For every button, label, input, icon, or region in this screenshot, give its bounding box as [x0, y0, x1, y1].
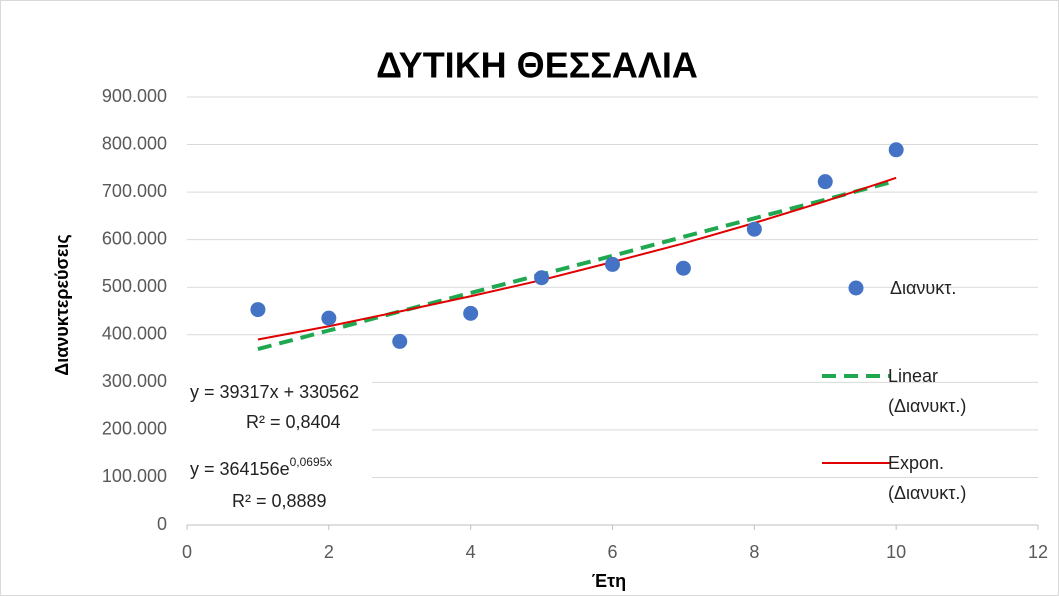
legend-label: Διανυκτ.	[890, 278, 957, 298]
y-tick-label: 800.000	[102, 133, 167, 153]
x-tick-label: 12	[1028, 542, 1048, 562]
point	[675, 260, 691, 276]
point	[250, 302, 266, 318]
y-tick-label: 400.000	[102, 324, 167, 344]
point	[746, 221, 762, 237]
x-tick-label: 8	[749, 542, 759, 562]
x-tick-label: 2	[324, 542, 334, 562]
legend-label: Expon. (Διανυκτ.)	[888, 453, 967, 503]
x-tick-label: 4	[466, 542, 476, 562]
legend	[822, 280, 890, 464]
annotation: y = 39317x + 330562	[190, 382, 359, 402]
y-axis-label: Διανυκτερεύσεις	[52, 234, 72, 375]
y-tick-label: 200.000	[102, 419, 167, 439]
point	[817, 174, 833, 190]
point	[888, 142, 904, 158]
annotations: y = 39317x + 330562 R² = 0,8404 y = 3641…	[186, 378, 372, 516]
y-tick-label: 0	[157, 514, 167, 534]
legend-marker	[848, 280, 864, 296]
chart-title: ΔΥΤΙΚΗ ΘΕΣΣΑΛΙΑ	[376, 45, 698, 86]
point	[605, 256, 620, 272]
annotation-bg	[186, 378, 372, 436]
annotation: R² = 0,8889	[232, 491, 327, 511]
point	[321, 310, 337, 326]
annotation: R² = 0,8404	[246, 412, 341, 432]
point	[463, 305, 479, 321]
y-tick-label: 500.000	[102, 276, 167, 296]
y-tick-label: 100.000	[102, 466, 167, 486]
trend-line	[257, 176, 897, 341]
legend-label: Linear (Διανυκτ.)	[888, 366, 967, 416]
point	[392, 333, 408, 349]
y-tick-label: 300.000	[102, 371, 167, 391]
y-tick-label: 700.000	[102, 181, 167, 201]
x-tick-label: 10	[886, 542, 906, 562]
point	[534, 270, 550, 286]
x-tick-label: 0	[182, 542, 192, 562]
annotation-text: y = 364156e	[190, 459, 290, 479]
annotation-sup: 0,0695x	[290, 455, 333, 469]
y-tick-label: 600.000	[102, 228, 167, 248]
marks	[250, 142, 904, 351]
x-axis-label: Έτη	[592, 571, 626, 591]
annotation-bg	[186, 452, 372, 516]
y-tick-label: 900.000	[102, 86, 167, 106]
x-tick-label: 6	[607, 542, 617, 562]
trend-line	[257, 178, 897, 351]
annotation: y = 364156e0,0695x	[190, 455, 332, 479]
